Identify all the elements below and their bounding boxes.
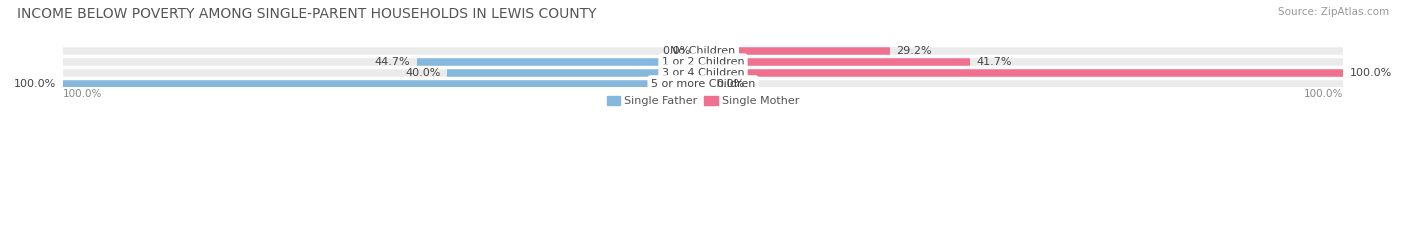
Text: 44.7%: 44.7% [375, 57, 411, 67]
Text: No Children: No Children [671, 46, 735, 56]
Text: INCOME BELOW POVERTY AMONG SINGLE-PARENT HOUSEHOLDS IN LEWIS COUNTY: INCOME BELOW POVERTY AMONG SINGLE-PARENT… [17, 7, 596, 21]
Bar [703, 58, 970, 66]
Bar [447, 69, 703, 77]
Bar [63, 58, 703, 66]
Text: 100.0%: 100.0% [1350, 68, 1392, 78]
Bar [63, 80, 703, 87]
Bar [703, 47, 1343, 55]
Bar [63, 69, 703, 77]
Text: 5 or more Children: 5 or more Children [651, 79, 755, 89]
Text: 100.0%: 100.0% [63, 89, 103, 99]
Bar [703, 58, 1343, 66]
Bar [63, 80, 703, 87]
Text: 0.0%: 0.0% [662, 46, 690, 56]
Text: 3 or 4 Children: 3 or 4 Children [662, 68, 744, 78]
Bar [63, 47, 703, 55]
Text: 0.0%: 0.0% [716, 79, 744, 89]
Text: 29.2%: 29.2% [897, 46, 932, 56]
Bar [703, 47, 890, 55]
Bar [703, 69, 1343, 77]
Text: 100.0%: 100.0% [14, 79, 56, 89]
Text: 100.0%: 100.0% [1303, 89, 1343, 99]
Bar [703, 69, 1343, 77]
Text: 1 or 2 Children: 1 or 2 Children [662, 57, 744, 67]
Text: 40.0%: 40.0% [405, 68, 440, 78]
Bar [703, 80, 1343, 87]
Text: Source: ZipAtlas.com: Source: ZipAtlas.com [1278, 7, 1389, 17]
Bar [416, 58, 703, 66]
Text: 41.7%: 41.7% [976, 57, 1012, 67]
Legend: Single Father, Single Mother: Single Father, Single Mother [602, 91, 804, 111]
